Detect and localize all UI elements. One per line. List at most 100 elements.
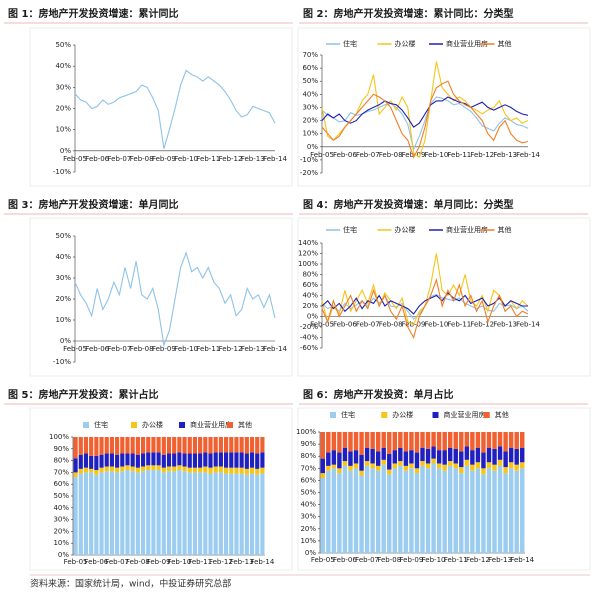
y-tick-label: 10% (53, 539, 69, 547)
x-tick-label: Feb-09 (147, 558, 171, 566)
bar-segment (249, 452, 255, 468)
bar-segment (492, 470, 497, 553)
x-tick-label: Feb-07 (355, 556, 379, 564)
chart-title: 图 2：房地产开发投资增速：累计同比：分类型 (303, 7, 513, 20)
bar-segment (73, 477, 78, 555)
bar-segment (403, 451, 409, 466)
bar-segment (198, 437, 203, 454)
bar-segment (364, 447, 370, 462)
bar-segment (130, 453, 135, 467)
chart-title: 图 3：房地产开发投资增速：单月同比 (8, 198, 178, 211)
bar-segment (120, 466, 125, 472)
y-tick-label: 20% (302, 117, 318, 125)
bar-segment (475, 432, 481, 448)
x-tick-label: Feb-10 (174, 345, 198, 353)
bar-segment (166, 453, 172, 467)
bar-segment (115, 437, 120, 455)
x-tick-label: Feb-06 (333, 321, 357, 329)
bar-segment (392, 468, 398, 553)
bar-segment (203, 452, 208, 467)
bar-segment (146, 452, 151, 466)
y-tick-label: 40% (53, 504, 69, 512)
bar-segment (224, 452, 229, 468)
legend-swatch (330, 412, 336, 418)
bar-segment (353, 468, 359, 553)
y-tick-label: 50% (302, 77, 318, 85)
y-tick-label: 30% (55, 274, 71, 282)
series-line (321, 277, 529, 339)
x-tick-label: Feb-07 (356, 151, 380, 159)
bar-segment (192, 467, 198, 473)
bar-segment (125, 470, 130, 555)
y-tick-label: 100% (298, 260, 318, 268)
bar-segment (436, 432, 442, 451)
bar-segment (381, 464, 386, 553)
bar-segment (370, 463, 375, 469)
bar-segment (403, 465, 409, 471)
bar-segment (187, 453, 192, 468)
y-tick-label: -60% (300, 344, 318, 352)
bar-segment (104, 437, 109, 454)
bar-segment (320, 432, 325, 459)
bar-segment (348, 451, 353, 466)
bar-segment (353, 450, 359, 464)
bar-segment (337, 452, 342, 469)
bar-segment (130, 466, 135, 472)
bar-segment (508, 468, 514, 553)
x-tick-label: Feb-10 (174, 155, 198, 163)
bar-segment (381, 447, 386, 460)
legend-label: 住宅 (94, 420, 108, 429)
bar-segment (370, 448, 375, 464)
x-tick-label: Feb-09 (152, 345, 176, 353)
series-line (321, 80, 529, 159)
y-tick-label: -10% (300, 156, 318, 164)
chart-frame (297, 27, 591, 187)
bar-segment (392, 463, 398, 469)
x-tick-label: Feb-11 (188, 558, 212, 566)
y-tick-label: 60% (302, 64, 318, 72)
legend-swatch (179, 422, 185, 428)
bar-segment (109, 471, 114, 555)
bar-segment (337, 468, 342, 474)
bar-segment (120, 471, 125, 555)
x-tick-label: Feb-06 (85, 345, 109, 353)
chart-frame (29, 407, 293, 571)
bar-segment (459, 451, 464, 468)
y-tick-label: 0% (307, 143, 318, 151)
x-tick-label: Feb-12 (470, 151, 494, 159)
bar-segment (420, 465, 425, 553)
bar-segment (213, 437, 218, 453)
series-line (321, 96, 529, 128)
legend-swatch (432, 412, 439, 418)
bar-segment (73, 437, 78, 459)
bar-segment (353, 432, 359, 451)
y-tick-label: 30% (302, 103, 318, 111)
x-tick-label: Feb-13 (493, 151, 517, 159)
bar-segment (218, 466, 223, 473)
y-tick-label: 50% (53, 492, 69, 500)
bar-segment (73, 472, 78, 478)
bar-segment (89, 455, 94, 469)
bar-segment (244, 474, 249, 555)
bar-segment (497, 465, 503, 553)
bar-segment (337, 432, 342, 453)
bar-segment (375, 451, 381, 466)
bar-segment (320, 477, 325, 553)
bar-segment (78, 437, 83, 455)
bar-segment (364, 461, 370, 466)
bar-segment (425, 468, 431, 553)
legend-label: 商业营业用房 (444, 410, 486, 419)
series-line (321, 61, 529, 159)
bar-segment (409, 450, 414, 464)
x-tick-label: Feb-14 (250, 558, 274, 566)
bar-segment (503, 467, 508, 474)
bar-segment (508, 447, 514, 463)
bar-segment (192, 453, 198, 468)
y-tick-label: 50% (55, 41, 71, 49)
bar-segment (370, 432, 375, 449)
y-tick-label: 0% (307, 313, 318, 321)
x-tick-label: Feb-09 (400, 556, 424, 564)
x-tick-label: Feb-05 (63, 155, 87, 163)
bar-segment (387, 432, 392, 454)
x-tick-label: Feb-12 (219, 345, 243, 353)
